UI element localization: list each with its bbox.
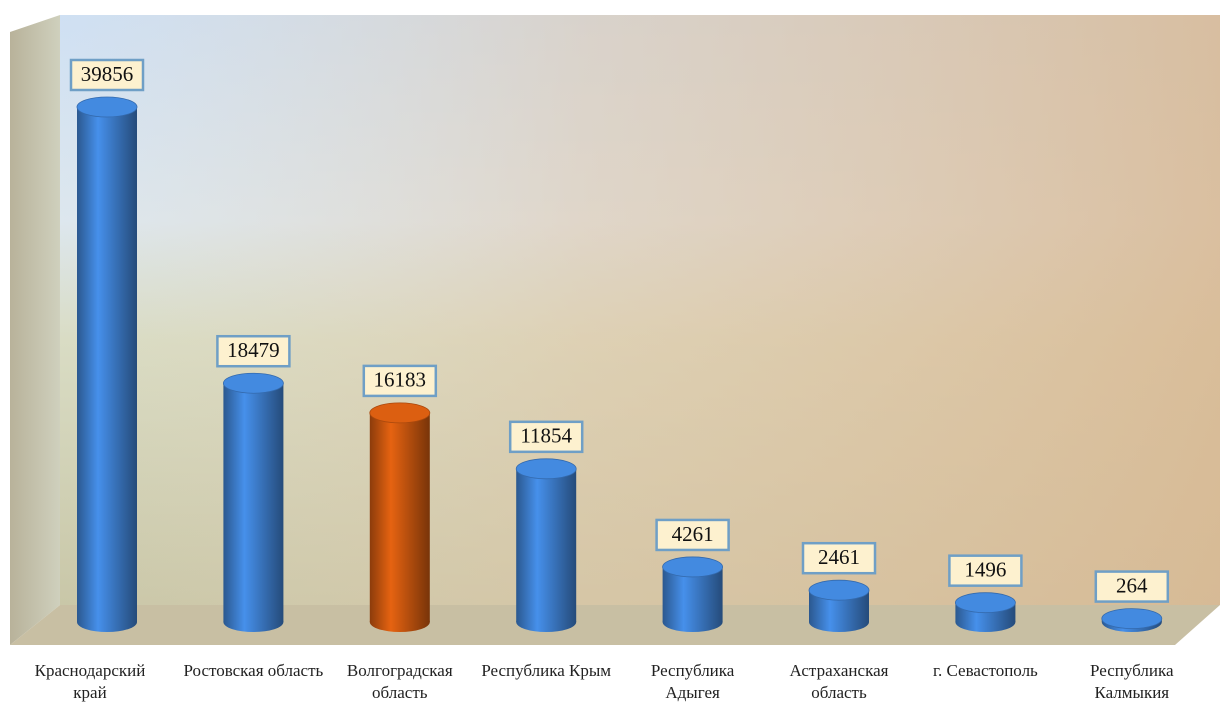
side-wall: [10, 15, 60, 645]
x-tick-label: г. Севастополь: [915, 660, 1055, 682]
x-tick-label: Республика Калмыкия: [1062, 660, 1202, 704]
cylinder-top: [809, 580, 869, 600]
value-label: 4261: [672, 522, 714, 546]
cylinder-top: [77, 97, 137, 117]
x-tick-label: Ростовская область: [183, 660, 323, 682]
floor: [10, 605, 1220, 645]
cylinder-top: [516, 459, 576, 479]
bar: [516, 469, 576, 622]
x-tick-label: Волгоградская область: [330, 660, 470, 704]
bar: [223, 383, 283, 622]
x-tick-label: Республика Адыгея: [623, 660, 763, 704]
value-label: 2461: [818, 545, 860, 569]
value-label: 11854: [520, 424, 572, 448]
bar: [77, 107, 137, 622]
value-label: 16183: [374, 368, 427, 392]
value-label: 18479: [227, 338, 280, 362]
x-tick-label: Республика Крым: [476, 660, 616, 682]
cylinder-top: [223, 373, 283, 393]
bar: [370, 413, 430, 622]
value-label: 264: [1116, 573, 1148, 597]
x-tick-label: Краснодарский край: [20, 660, 160, 704]
cylinder-top: [1102, 609, 1162, 629]
cylinder-top: [370, 403, 430, 423]
cylinder-top: [663, 557, 723, 577]
chart: 39856 18479 16183 11854 4261 2461 1496 264: [0, 0, 1221, 705]
x-tick-label: Астраханская область: [769, 660, 909, 704]
value-label: 1496: [964, 557, 1006, 581]
cylinder-top: [955, 593, 1015, 613]
value-label: 39856: [81, 62, 134, 86]
page: {"chart_data": {"type": "bar", "categori…: [0, 0, 1221, 705]
